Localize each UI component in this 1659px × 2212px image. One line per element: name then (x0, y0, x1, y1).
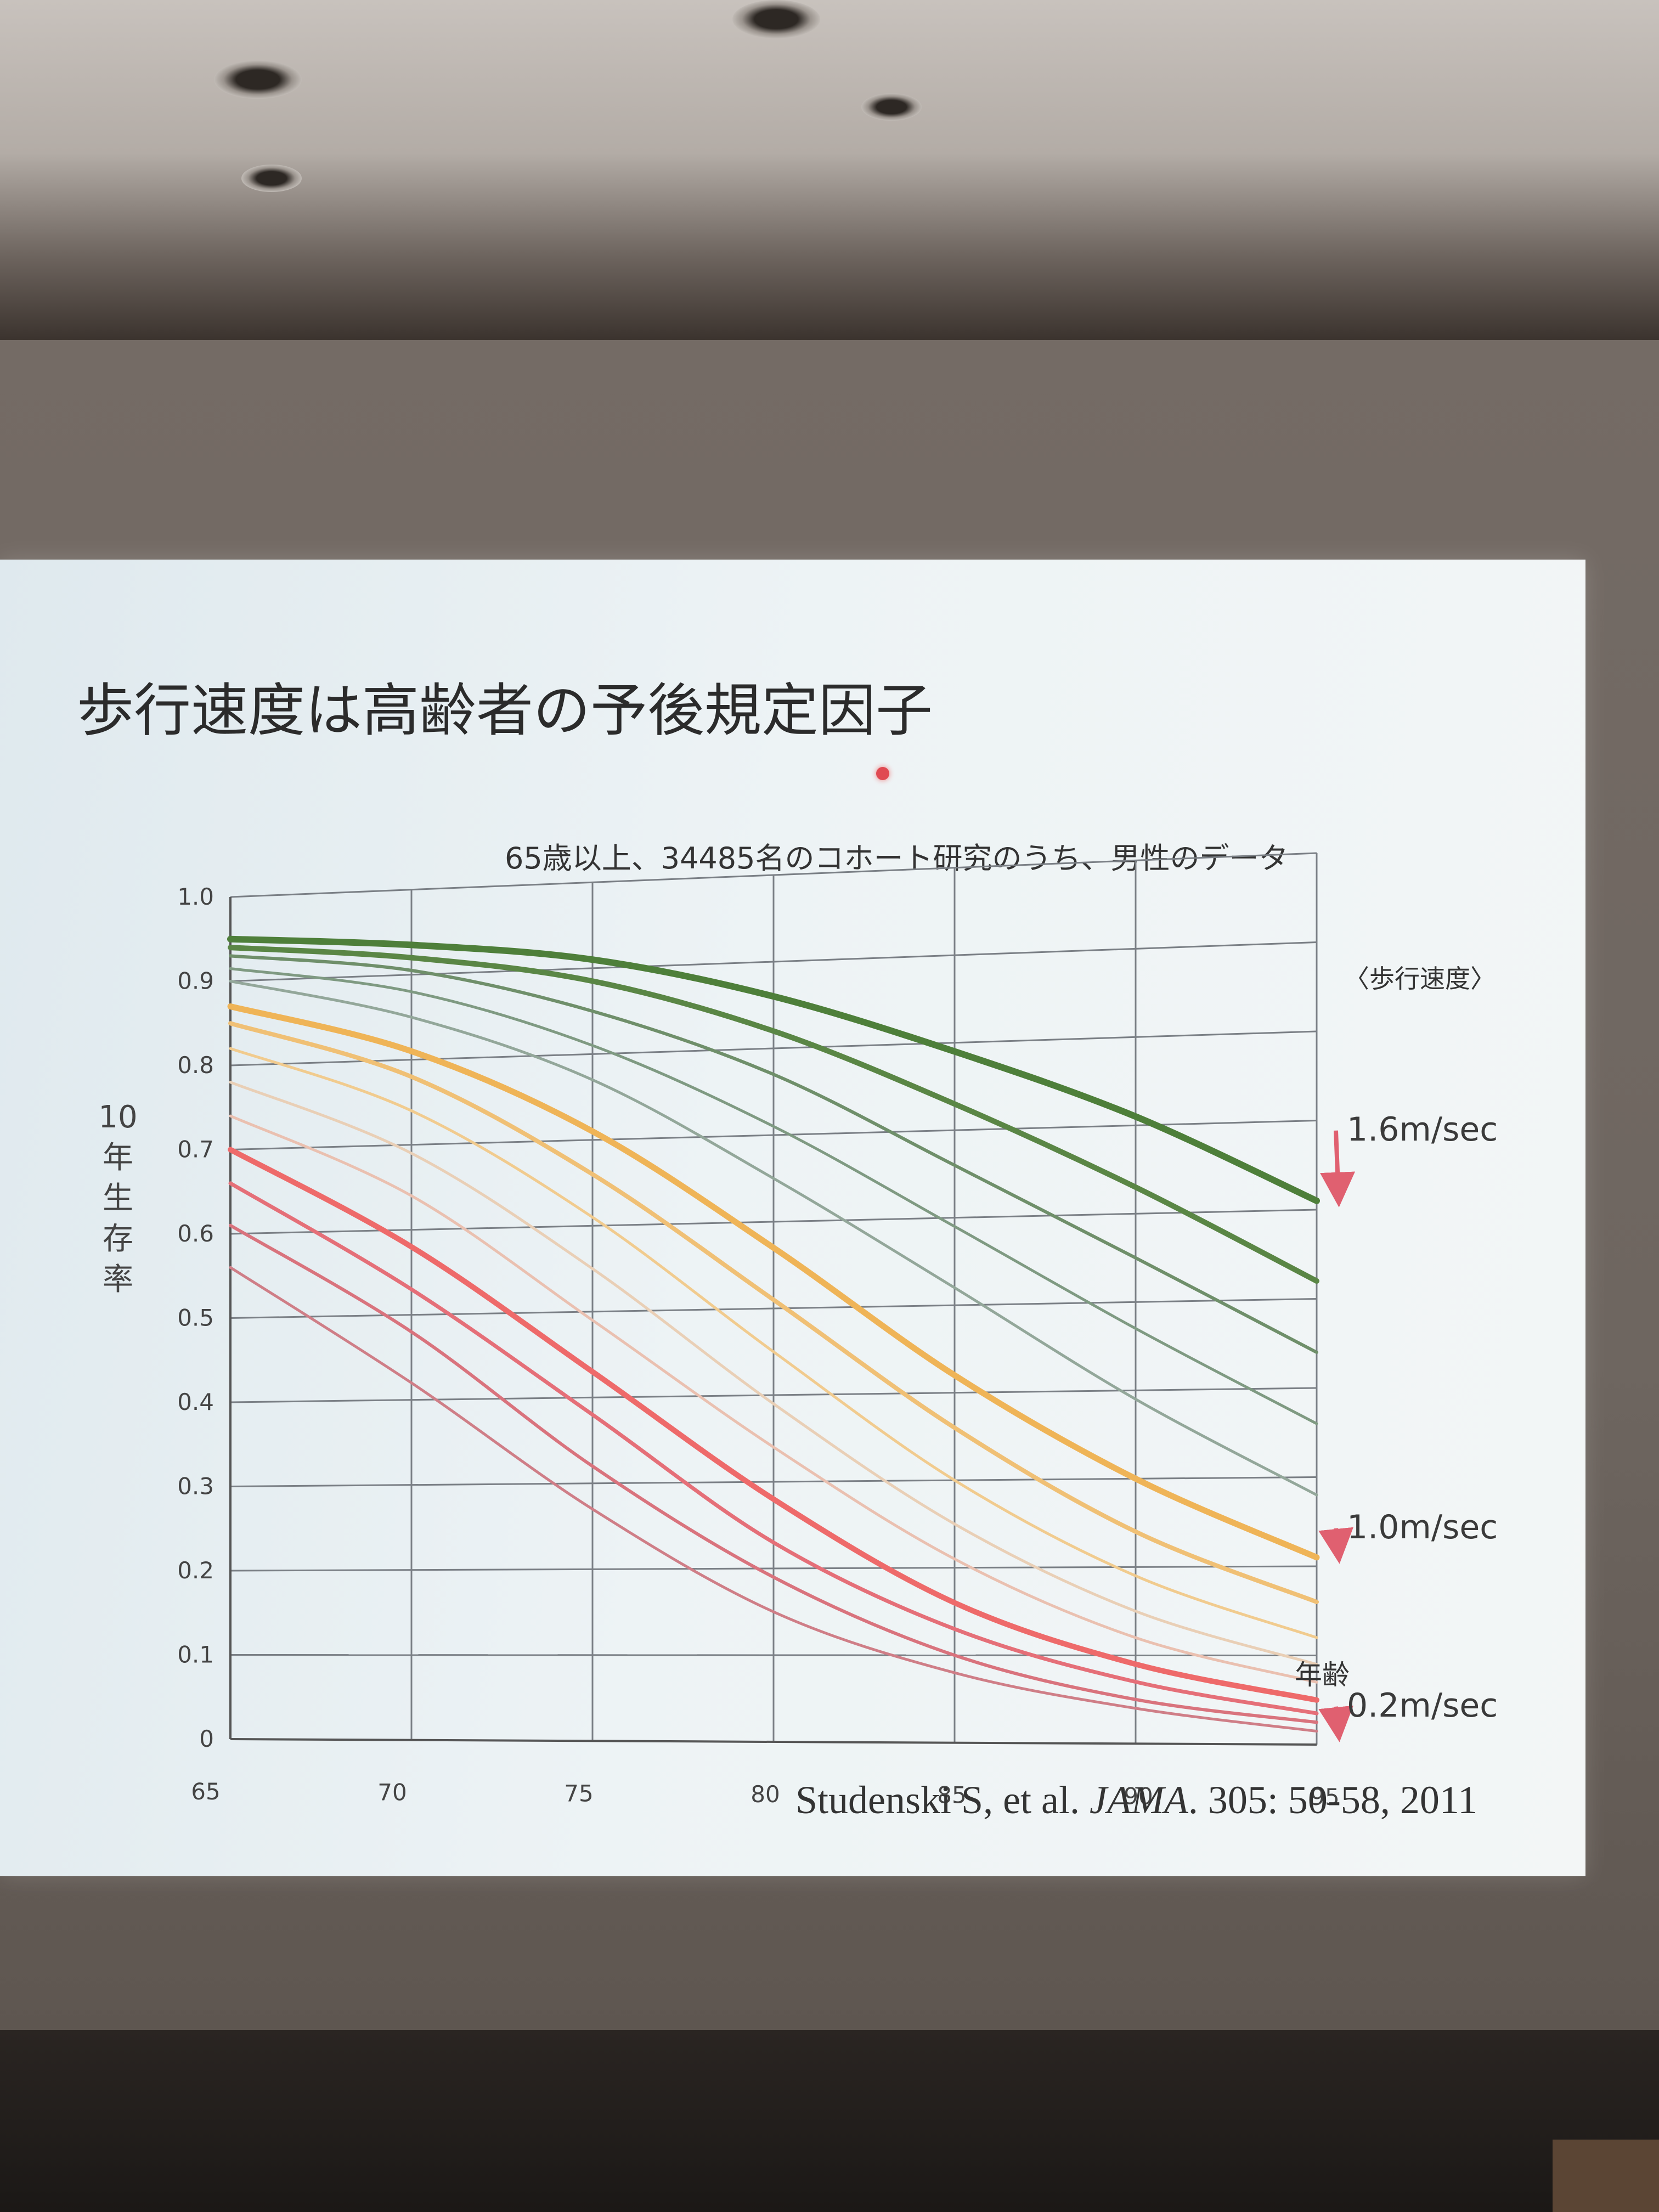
annotation-arrow (1318, 1527, 1353, 1564)
ceiling-light (861, 93, 922, 121)
x-axis-line (230, 1738, 1317, 1746)
x-tick-label: 95 (1310, 1784, 1339, 1810)
survival-chart: 0 0.1 0.2 0.3 0.4 0.5 0.6 0.7 0.8 0.9 1.0 65 70 75 80 8… (177, 852, 1498, 1810)
x-tick-label: 75 (564, 1780, 593, 1807)
series-line-13 (229, 1223, 1318, 1724)
y-tick-label: 0.5 (177, 1305, 214, 1331)
x-tick-label: 90 (1124, 1782, 1153, 1809)
y-tick-label: 1.0 (177, 883, 214, 910)
series-line-3 (229, 954, 1318, 1354)
y-axis-title-char: 存 (103, 1221, 133, 1257)
chart-series (227, 935, 1320, 1733)
series-line-1 (227, 935, 1320, 1204)
ceiling-light (214, 60, 302, 99)
series-line-2 (228, 945, 1319, 1284)
citation-details: . 305: 50-58, 2011 (1188, 1778, 1478, 1822)
y-axis-title-char: 率 (103, 1262, 133, 1297)
series-line-9 (229, 1081, 1318, 1666)
room-floor (0, 2030, 1659, 2212)
y-tick-label: 0.7 (177, 1136, 214, 1163)
y-tick-label: 0.2 (177, 1557, 214, 1584)
y-axis-title-char: 10 (98, 1099, 138, 1135)
y-tick-label: 0.6 (177, 1220, 214, 1247)
x-axis-title: 年齢 (1295, 1659, 1350, 1691)
citation: Studenski S, et al. JAMA. 305: 50-58, 20… (795, 1778, 1477, 1823)
laser-pointer-dot (876, 767, 889, 780)
x-tick-label: 85 (937, 1782, 966, 1809)
x-tick-label: 80 (751, 1781, 780, 1808)
y-axis-title-char: 生 (103, 1181, 133, 1216)
chart-grid (230, 852, 1318, 1746)
x-tick-label: 70 (377, 1779, 407, 1806)
ceiling-light (732, 0, 820, 38)
citation-authors: Studenski S, et al. (795, 1778, 1090, 1822)
speed-label: 0.2m/sec (1347, 1686, 1498, 1725)
y-tick-label: 0.1 (177, 1641, 214, 1668)
y-tick-label: 0.4 (177, 1389, 214, 1415)
chart-axes: 0 0.1 0.2 0.3 0.4 0.5 0.6 0.7 0.8 0.9 1.0 65 70 75 80 8… (177, 883, 1340, 1810)
y-tick-label: 0.9 (177, 968, 214, 995)
y-tick-label: 0.3 (177, 1473, 214, 1500)
series-line-12 (228, 1181, 1319, 1716)
podium (1553, 2140, 1659, 2212)
legend-title: 〈歩行速度〉 (1344, 964, 1496, 994)
y-axis-title-char: 年 (103, 1140, 133, 1176)
series-line-5 (229, 980, 1318, 1497)
slide-title: 歩行速度は高齢者の予後規定因子 (77, 677, 933, 744)
y-axis-title: 10 年生存率 (96, 1097, 140, 1300)
series-line-10 (229, 1114, 1318, 1684)
series-line-6 (227, 1003, 1320, 1561)
series-line-14 (229, 1266, 1318, 1733)
y-tick-label: 0.8 (177, 1052, 214, 1079)
x-tick-label: 65 (191, 1778, 220, 1805)
speed-label: 1.6m/sec (1347, 1110, 1498, 1149)
citation-journal: JAMA (1090, 1778, 1188, 1822)
series-line-11 (228, 1147, 1319, 1703)
annotation-arrow (1318, 1705, 1353, 1742)
series-line-4 (229, 967, 1318, 1425)
projected-slide: 歩行速度は高齢者の予後規定因子 65歳以上、34485名のコホート研究のうち、男… (0, 560, 1585, 1876)
chart-annotations: 1.6m/sec 1.0m/sec 0.2m/sec (1318, 1110, 1498, 1742)
room-ceiling (0, 0, 1659, 340)
annotation-arrow (1320, 1130, 1356, 1207)
speed-label: 1.0m/sec (1347, 1508, 1498, 1547)
series-line-7 (228, 1021, 1319, 1604)
series-line-8 (229, 1047, 1318, 1639)
ceiling-light (241, 165, 302, 192)
y-tick-label: 0 (199, 1725, 214, 1752)
